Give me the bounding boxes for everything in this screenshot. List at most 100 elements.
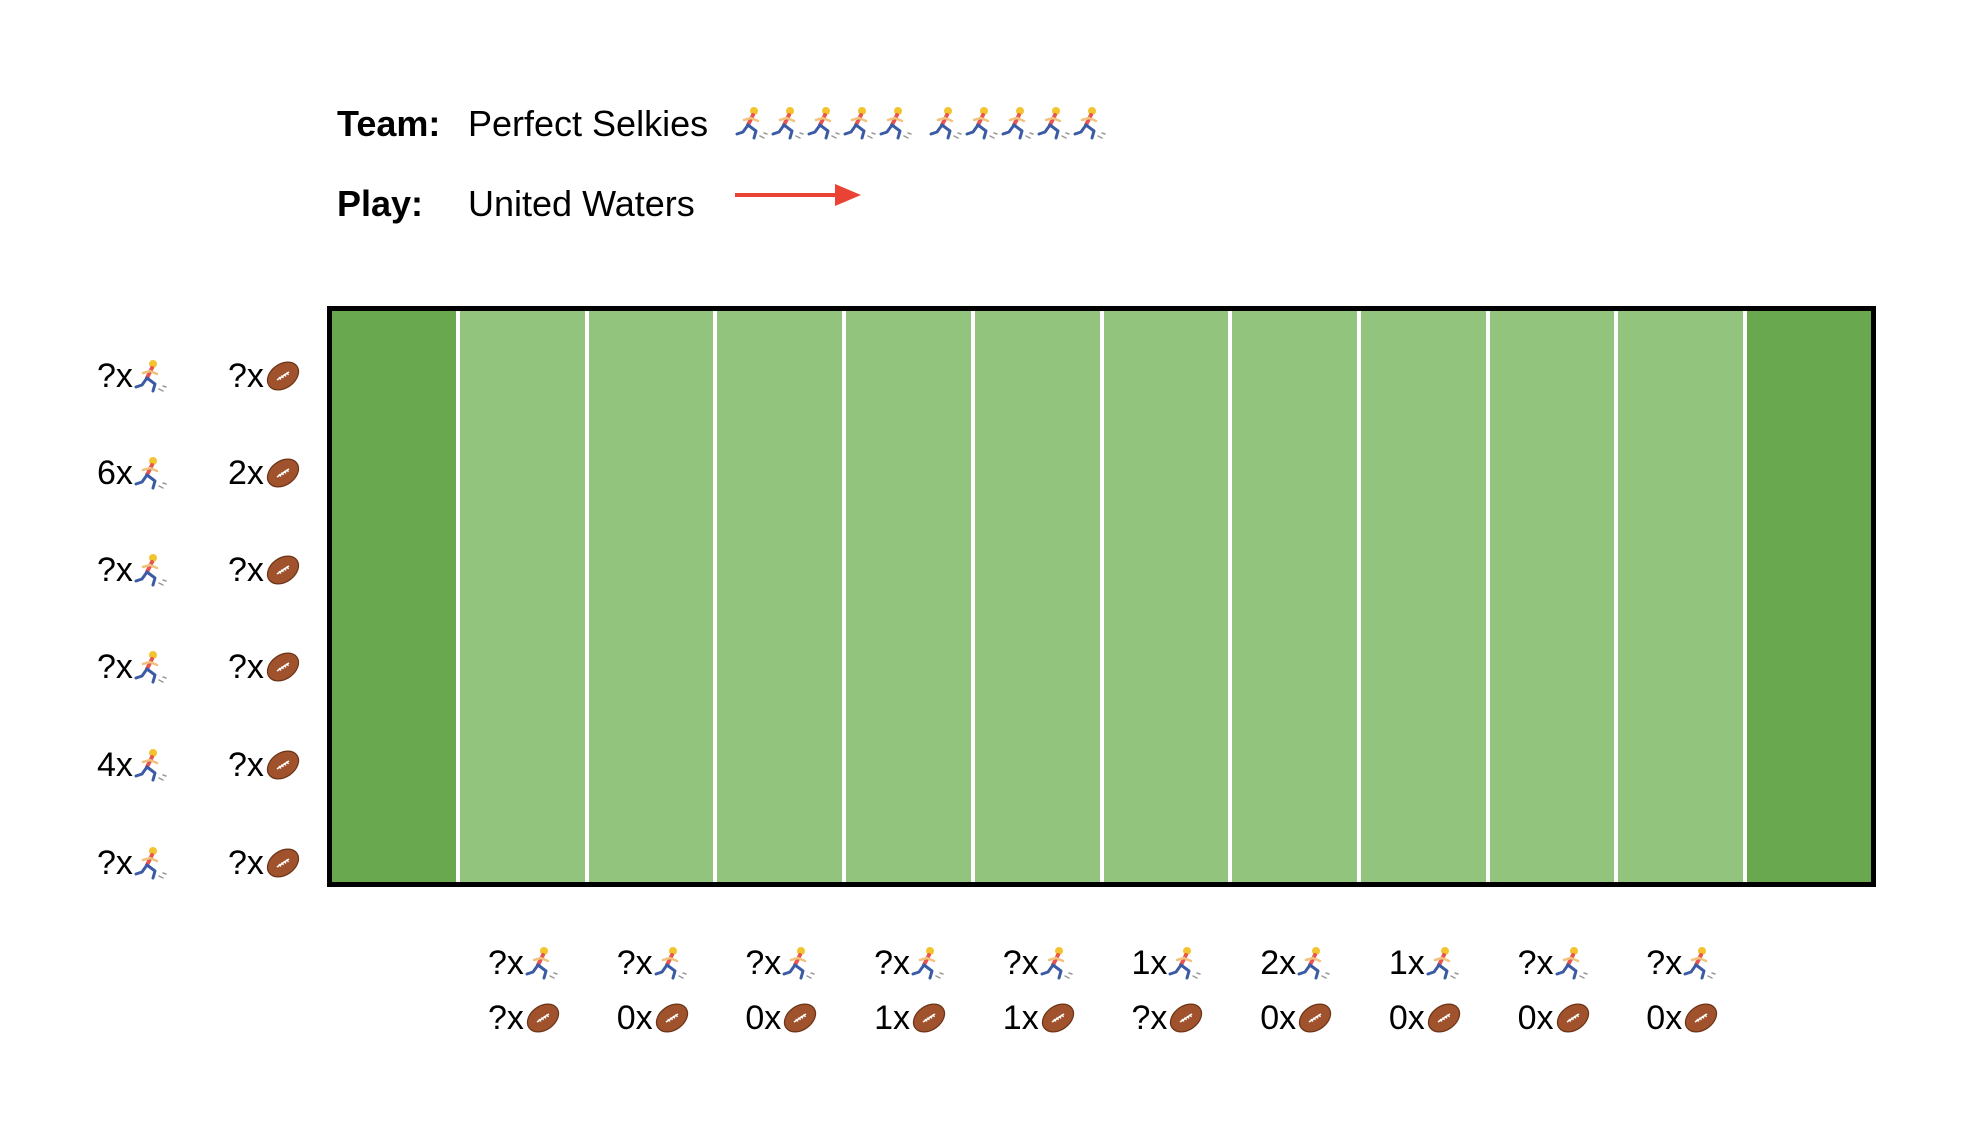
row-player-count-count: ?x [97,648,133,686]
zone-player-count: ?x [488,946,560,980]
zone-ball-count: 1x [874,1001,948,1035]
football-icon [1554,1001,1592,1035]
zone-ball-count: ?x [1132,1001,1206,1035]
runner-icon [133,553,169,587]
football-icon [910,1001,948,1035]
row-player-count: ?x [97,359,169,393]
runner-icon [806,106,842,140]
zone-ball-count-count: ?x [488,999,524,1037]
football-icon [264,359,302,393]
runner-icon [910,946,946,980]
team-label: Team: [337,103,441,144]
row-ball-count-count: ?x [228,746,264,784]
row-ball-count: ?x [228,748,302,782]
endzone-right [1745,311,1871,882]
football-icon [781,1001,819,1035]
football-icon [1167,1001,1205,1035]
row-player-count-count: ?x [97,357,133,395]
runner-icon [1167,946,1203,980]
football-icon [1296,1001,1334,1035]
yard-line [1614,311,1619,882]
row-ball-count-count: 2x [228,454,264,492]
row-ball-count: ?x [228,359,302,393]
football-icon [264,456,302,490]
runner-icon [524,946,560,980]
football-icon [264,846,302,880]
runner-icon [878,106,914,140]
zone-ball-count-count: 0x [1517,999,1554,1037]
runner-icon [1425,946,1461,980]
zone-player-count: ?x [745,946,817,980]
row-ball-count: ?x [228,553,302,587]
runner-icon [133,359,169,393]
row-ball-count-count: ?x [228,648,264,686]
zone-ball-count-count: 0x [745,999,782,1037]
football-icon [653,1001,691,1035]
football-icon [1039,1001,1077,1035]
zone-player-count: ?x [1518,946,1590,980]
row-player-count: ?x [97,650,169,684]
row-player-count: 6x [97,456,169,490]
row-player-count-count: ?x [97,844,133,882]
zone-ball-count: 1x [1003,1001,1077,1035]
zone-ball-count: 0x [617,1001,691,1035]
zone-player-count-count: 1x [1131,944,1168,982]
zone-player-count: ?x [617,946,689,980]
play-direction-arrow-icon [733,180,863,210]
row-player-count-count: 6x [97,454,133,492]
runner-icon [1036,106,1072,140]
runner-icon [928,106,964,140]
runner-icon [653,946,689,980]
team-player-group [928,106,1108,140]
runner-icon [781,946,817,980]
zone-ball-count: 0x [1260,1001,1334,1035]
zone-ball-count: 0x [1518,1001,1592,1035]
runner-icon [1682,946,1718,980]
yard-line [1485,311,1490,882]
zone-ball-count: 0x [1389,1001,1463,1035]
zone-player-count: 2x [1260,946,1332,980]
runner-icon [133,456,169,490]
zone-player-count: 1x [1389,946,1461,980]
yard-line [970,311,975,882]
play-label: Play: [337,183,424,224]
runner-icon [1039,946,1075,980]
zone-ball-count-count: 1x [874,999,911,1037]
zone-player-count-count: ?x [1517,944,1554,982]
football-icon [1682,1001,1720,1035]
runner-icon [964,106,1000,140]
yard-line [1743,311,1747,882]
runner-icon [1554,946,1590,980]
yard-line [456,311,460,882]
zone-ball-count-count: 0x [1260,999,1297,1037]
zone-player-count: ?x [1003,946,1075,980]
row-player-count-count: ?x [97,551,133,589]
row-player-count: ?x [97,846,169,880]
zone-player-count-count: ?x [488,944,524,982]
runner-icon [1000,106,1036,140]
yard-line [842,311,847,882]
zone-ball-count-count: ?x [1131,999,1168,1037]
yard-line [1228,311,1233,882]
football-icon [264,553,302,587]
row-ball-count-count: ?x [228,551,264,589]
yard-line [1356,311,1361,882]
play-name: United Waters [468,183,695,224]
runner-icon [133,748,169,782]
zone-player-count-count: ?x [1646,944,1683,982]
zone-ball-count-count: 0x [1388,999,1425,1037]
zone-ball-count-count: 0x [616,999,653,1037]
zone-player-count-count: ?x [1002,944,1039,982]
runner-icon [133,846,169,880]
zone-player-count-count: ?x [616,944,653,982]
football-icon [524,1001,562,1035]
runner-icon [734,106,770,140]
yard-line [1099,311,1104,882]
football-icon [264,748,302,782]
runner-icon [770,106,806,140]
zone-ball-count-count: 0x [1646,999,1683,1037]
team-name: Perfect Selkies [468,103,709,144]
team-player-group [734,106,914,140]
football-icon [264,650,302,684]
row-player-count: ?x [97,553,169,587]
